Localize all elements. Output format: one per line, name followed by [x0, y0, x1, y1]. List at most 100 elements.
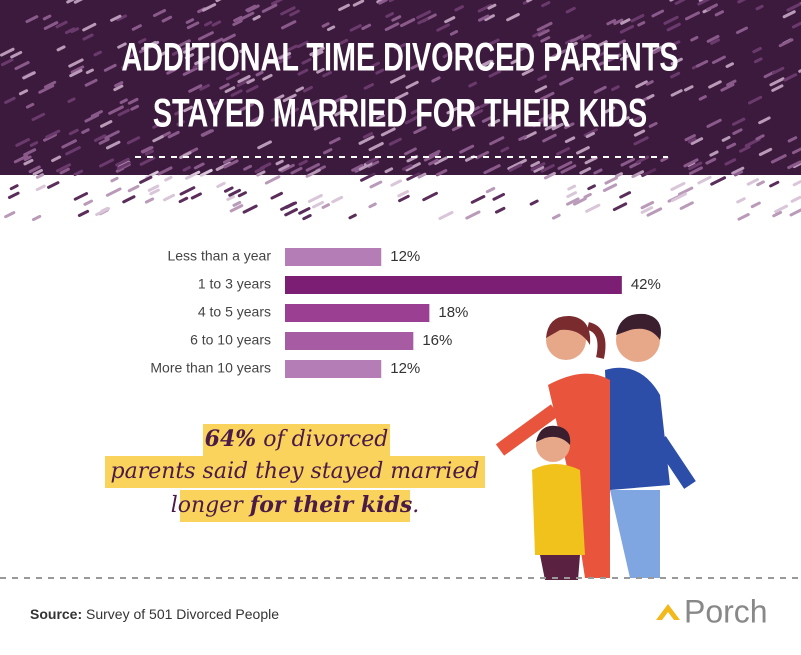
confetti-dash	[350, 215, 355, 218]
confetti-dash	[333, 197, 342, 201]
category-label: 4 to 5 years	[198, 304, 271, 320]
confetti-dash	[230, 190, 240, 195]
category-label: Less than a year	[167, 248, 271, 264]
confetti-dash	[37, 175, 42, 178]
bar	[285, 276, 622, 294]
confetti-dash	[9, 193, 18, 197]
confetti-dash	[776, 206, 787, 211]
title-line: ADDITIONAL TIME DIVORCED PARENTS	[121, 35, 678, 80]
confetti-dash	[85, 201, 92, 204]
confetti-dash	[6, 213, 14, 217]
confetti-dash	[129, 186, 138, 190]
callout-line: parents said they stayed married	[111, 459, 480, 484]
confetti-dash	[370, 204, 375, 207]
confetti-dash	[791, 210, 801, 215]
confetti-dash	[165, 195, 174, 199]
confetti-dash	[286, 203, 294, 207]
confetti-dash	[266, 177, 278, 183]
bar	[285, 248, 381, 266]
confetti-dash	[234, 202, 240, 205]
confetti-dash	[606, 178, 616, 183]
confetti-dash	[180, 198, 187, 201]
confetti-dash	[699, 177, 710, 183]
confetti-dash	[748, 180, 757, 185]
confetti-dash	[467, 212, 479, 218]
confetti-dash	[392, 181, 401, 185]
confetti-dash	[587, 205, 599, 211]
confetti-dash	[494, 194, 504, 199]
confetti-dash	[300, 209, 309, 214]
confetti-dash	[531, 201, 537, 204]
value-label: 16%	[422, 332, 452, 349]
callout-line: 64% of divorced	[205, 426, 389, 452]
confetti-dash	[192, 194, 200, 198]
confetti-dash	[286, 209, 297, 214]
confetti-dash	[244, 206, 256, 212]
source-text: Survey of 501 Divorced People	[82, 606, 279, 622]
callout-segment: for their kids	[248, 492, 413, 518]
value-label: 12%	[390, 360, 420, 377]
confetti-dash	[304, 216, 310, 219]
confetti-dash	[79, 211, 87, 215]
confetti-dash	[472, 197, 484, 203]
confetti-dash	[792, 197, 800, 201]
source-label: Source:	[30, 606, 82, 622]
illustration	[500, 314, 690, 580]
bar	[285, 304, 429, 322]
confetti-dash	[112, 178, 117, 181]
callout-segment: 64%	[205, 426, 257, 452]
callout-line: longer for their kids.	[171, 492, 420, 518]
confetti-dash	[314, 202, 323, 207]
category-label: More than 10 years	[150, 360, 271, 376]
confetti-dash	[614, 204, 625, 210]
confetti-dash	[487, 188, 493, 191]
confetti-dash	[309, 195, 321, 201]
category-label: 1 to 3 years	[198, 276, 271, 292]
confetti-dash	[11, 186, 17, 189]
confetti-dash	[589, 186, 595, 189]
confetti-dash	[107, 189, 120, 195]
confetti-dash	[496, 208, 503, 212]
value-label: 42%	[631, 276, 661, 293]
confetti-dash	[75, 194, 86, 200]
confetti-dash	[399, 192, 408, 196]
confetti-dash	[218, 183, 224, 186]
confetti-dash	[424, 193, 437, 199]
confetti-dash	[681, 203, 692, 209]
bar	[285, 360, 381, 378]
logo: Porch	[684, 593, 768, 629]
confetti-dash	[621, 193, 630, 197]
confetti-dash	[774, 212, 781, 215]
confetti-dash	[440, 212, 452, 218]
source: Source: Survey of 501 Divorced People	[30, 606, 279, 622]
confetti-dash	[231, 206, 242, 211]
category-label: 6 to 10 years	[190, 332, 271, 348]
confetti-dash	[585, 194, 590, 197]
callout: 64% of divorced parents said they stayed …	[105, 424, 485, 522]
callout-segment: longer	[171, 493, 250, 518]
confetti-dash	[124, 197, 134, 202]
confetti-dash	[672, 183, 684, 189]
confetti-dash	[569, 186, 575, 189]
confetti-dash	[225, 188, 232, 191]
confetti-dash	[568, 193, 576, 197]
bars: Less than a year 12% 1 to 3 years 42% 4 to 5…	[150, 248, 660, 378]
callout-segment: .	[412, 493, 419, 518]
confetti-dash	[739, 215, 748, 220]
callout-segment: of divorced	[256, 427, 388, 452]
confetti-dash	[146, 199, 152, 202]
confetti-dash	[371, 182, 381, 187]
confetti-dash	[738, 199, 745, 202]
confetti-dash	[771, 182, 778, 186]
confetti-dash	[49, 183, 58, 188]
bar	[285, 332, 413, 350]
confetti-dash	[228, 197, 234, 200]
title-line: STAYED MARRIED FOR THEIR KIDS	[153, 91, 647, 136]
confetti-dash	[239, 193, 245, 196]
logo-mark	[656, 604, 680, 620]
confetti-dash	[166, 177, 171, 180]
callout-segment: parents said they stayed married	[111, 459, 480, 484]
confetti-dash	[323, 205, 328, 208]
confetti-dash	[604, 185, 615, 191]
